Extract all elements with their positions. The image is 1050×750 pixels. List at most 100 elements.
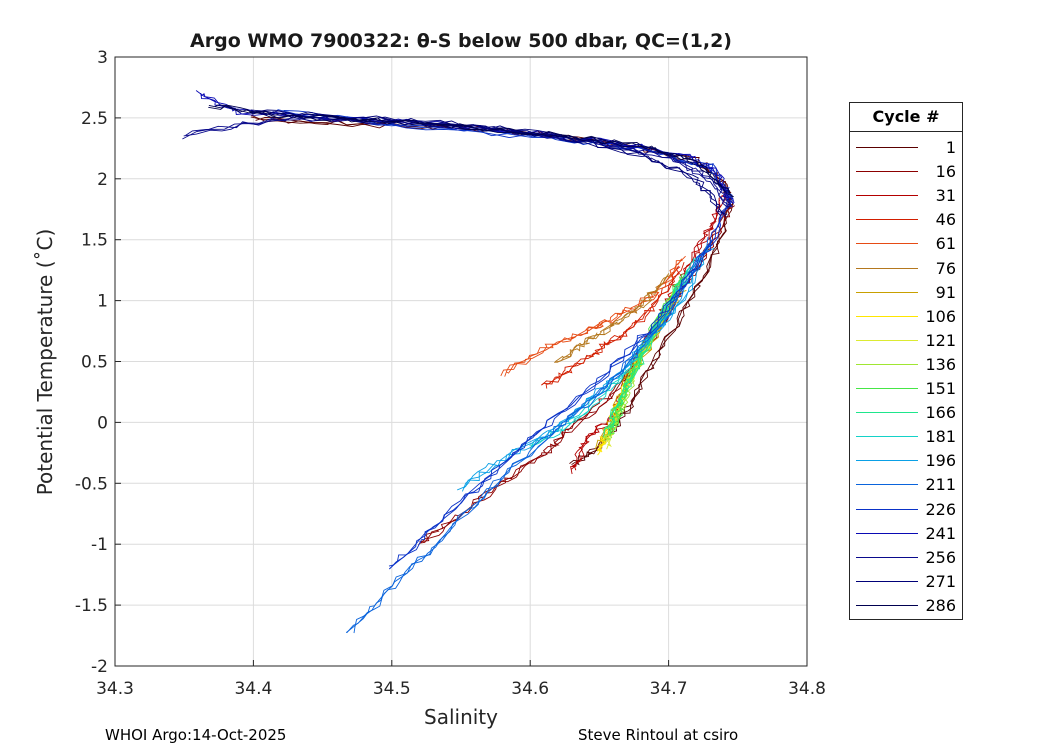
legend-swatch	[856, 315, 918, 317]
legend: Cycle # 1 16 31 46 61 76 91 106 121 136 151 166 181 1…	[849, 102, 963, 620]
legend-item: 241	[850, 522, 962, 546]
legend-item: 46	[850, 208, 962, 232]
series-line-cycle-166	[606, 267, 693, 435]
legend-label: 136	[925, 354, 956, 374]
legend-label: 211	[925, 475, 956, 495]
legend-label: 106	[925, 306, 956, 326]
footer-right-note: Steve Rintoul at csiro	[578, 726, 739, 744]
series-line-cycle-76	[556, 273, 670, 364]
y-tick-label: 1.5	[81, 231, 108, 251]
legend-item: 271	[850, 570, 962, 594]
series-line-cycle-61	[500, 258, 682, 377]
legend-item: 166	[850, 401, 962, 425]
series-line-cycle-286	[208, 105, 734, 198]
legend-item: 91	[850, 281, 962, 305]
series-line-cycle-211	[346, 237, 709, 634]
y-tick-label: 2.5	[81, 109, 108, 129]
legend-swatch	[856, 532, 918, 534]
y-tick-label: -0.5	[75, 474, 108, 494]
legend-item: 256	[850, 546, 962, 570]
legend-swatch	[856, 219, 918, 221]
legend-label: 226	[925, 499, 956, 519]
x-tick-label: 34.8	[788, 679, 826, 699]
axis-ticks: 34.3 34.4 34.5 34.6 34.7 34.8 -2 -1.5 -1 -0.5 0 0.5…	[75, 48, 826, 699]
x-tick-label: 34.5	[373, 679, 411, 699]
y-axis-label: Potential Temperature (˚C)	[33, 229, 57, 496]
legend-label: 121	[925, 330, 956, 350]
x-tick-label: 34.3	[96, 679, 134, 699]
series-line-cycle-211	[353, 241, 713, 634]
legend-label: 76	[935, 258, 956, 278]
legend-label: 256	[925, 547, 956, 567]
legend-swatch	[856, 388, 918, 389]
legend-swatch	[856, 243, 918, 245]
y-tick-label: 2	[97, 170, 108, 190]
legend-label: 181	[925, 427, 956, 447]
y-tick-label: -2	[91, 657, 108, 677]
legend-swatch	[856, 580, 918, 582]
series-line-cycle-271	[250, 109, 722, 217]
series-line-cycle-76	[554, 275, 668, 364]
series-line-cycle-46	[545, 261, 685, 389]
legend-swatch	[856, 147, 918, 148]
legend-swatch	[856, 412, 918, 414]
y-tick-label: 0	[97, 413, 108, 433]
legend-label: 286	[925, 595, 956, 615]
legend-label: 271	[925, 571, 956, 591]
legend-item: 151	[850, 377, 962, 401]
legend-item: 136	[850, 353, 962, 377]
legend-swatch	[856, 363, 918, 365]
footer-left-note: WHOI Argo:14-Oct-2025	[105, 726, 287, 744]
legend-item: 31	[850, 184, 962, 208]
legend-item: 286	[850, 594, 962, 618]
chart-title: Argo WMO 7900322: θ-S below 500 dbar, QC…	[190, 30, 732, 52]
y-tick-label: -1	[91, 535, 108, 555]
legend-swatch	[856, 484, 918, 486]
y-tick-label: 0.5	[81, 353, 108, 373]
legend-label: 1	[945, 138, 956, 157]
legend-item: 61	[850, 232, 962, 256]
legend-item: 196	[850, 449, 962, 473]
legend-item: 181	[850, 425, 962, 449]
series-line-cycle-1	[250, 114, 734, 466]
series-line-cycle-256	[182, 115, 733, 208]
x-tick-label: 34.6	[511, 679, 549, 699]
legend-swatch	[856, 291, 918, 293]
legend-swatch	[856, 460, 918, 462]
legend-item: 211	[850, 473, 962, 497]
legend-label: 91	[935, 282, 956, 302]
legend-swatch	[856, 339, 918, 341]
legend-label: 46	[935, 210, 956, 230]
x-axis-label: Salinity	[424, 705, 498, 729]
legend-label: 16	[935, 162, 956, 182]
legend-label: 61	[935, 234, 956, 254]
series-line-cycle-256	[183, 117, 734, 208]
series-line-cycle-16	[418, 205, 731, 546]
legend-label: 166	[925, 403, 956, 423]
x-tick-label: 34.4	[234, 679, 272, 699]
legend-item: 121	[850, 329, 962, 353]
series-line-cycle-286	[208, 104, 730, 196]
legend-item: 1	[850, 136, 962, 160]
legend-swatch	[856, 604, 918, 606]
series-line-cycle-226	[277, 112, 734, 570]
legend-label: 241	[925, 523, 956, 543]
legend-swatch	[856, 195, 918, 197]
legend-label: 31	[935, 186, 956, 206]
legend-item: 106	[850, 305, 962, 329]
series-group	[182, 90, 735, 634]
legend-swatch	[856, 436, 918, 438]
legend-title: Cycle #	[850, 103, 962, 132]
legend-item: 76	[850, 257, 962, 281]
legend-swatch	[856, 267, 918, 269]
legend-swatch	[856, 171, 918, 173]
legend-item: 16	[850, 160, 962, 184]
x-tick-label: 34.7	[650, 679, 688, 699]
legend-label: 151	[925, 379, 956, 398]
y-tick-label: 1	[97, 292, 108, 312]
legend-swatch	[856, 508, 918, 510]
y-tick-label: 3	[97, 48, 108, 68]
legend-label: 196	[925, 451, 956, 471]
legend-item: 226	[850, 498, 962, 522]
series-line-cycle-181	[530, 256, 698, 449]
